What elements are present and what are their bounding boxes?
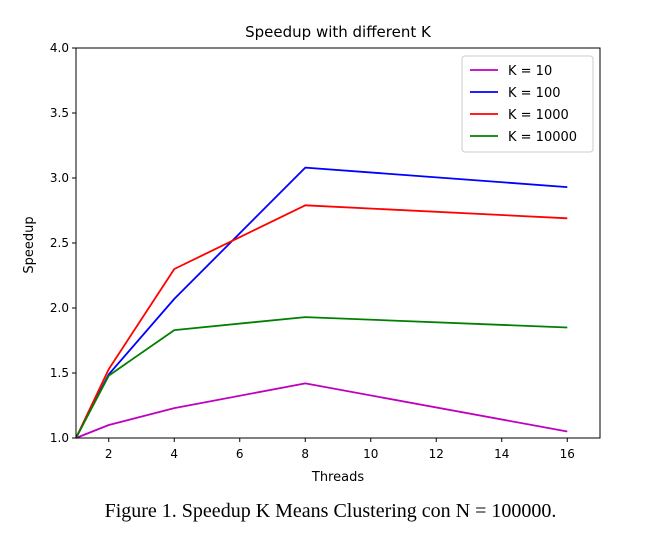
- x-tick-label: 16: [560, 447, 575, 461]
- legend-item-2: K = 1000: [470, 108, 569, 123]
- y-tick-label: 1.0: [50, 431, 69, 445]
- x-tick-2: 6: [236, 438, 244, 461]
- x-tick-5: 12: [429, 438, 444, 461]
- x-tick-0: 2: [105, 438, 113, 461]
- x-tick-label: 2: [105, 447, 113, 461]
- x-tick-label: 6: [236, 447, 244, 461]
- y-tick-6: 4.0: [50, 41, 76, 55]
- legend-label: K = 10000: [508, 130, 577, 145]
- legend-item-0: K = 10: [470, 64, 552, 79]
- series-line-1: [75, 166, 568, 439]
- chart-legend: K = 10 K = 100 K = 1000 K = 10000: [461, 55, 594, 153]
- x-tick-4: 10: [363, 438, 378, 461]
- legend-label: K = 10: [508, 64, 552, 79]
- x-tick-6: 14: [494, 438, 509, 461]
- figure-caption: Figure 1. Speedup K Means Clustering con…: [104, 500, 557, 522]
- y-tick-label: 2.5: [50, 236, 69, 250]
- y-tick-label: 2.0: [50, 301, 69, 315]
- legend-item-3: K = 10000: [470, 130, 577, 145]
- series-line-2: [75, 204, 568, 439]
- x-tick-1: 4: [170, 438, 178, 461]
- y-tick-1: 1.5: [50, 366, 76, 380]
- y-tick-label: 4.0: [50, 41, 69, 55]
- x-tick-3: 8: [301, 438, 309, 461]
- series-line-3: [75, 316, 568, 439]
- y-tick-5: 3.5: [50, 106, 76, 120]
- y-axis-label: Speedup: [22, 216, 37, 273]
- x-tick-label: 10: [363, 447, 378, 461]
- y-tick-4: 3.0: [50, 171, 76, 185]
- y-tick-label: 3.0: [50, 171, 69, 185]
- plot-area: 2 4 6 8 10 12 14 16 1.0 1.5 2.0 2.5 3.0 3.5 4.0: [50, 41, 601, 461]
- x-tick-label: 12: [429, 447, 444, 461]
- x-tick-label: 4: [170, 447, 178, 461]
- series-line-0: [75, 382, 568, 439]
- y-tick-0: 1.0: [50, 431, 76, 445]
- y-tick-2: 2.0: [50, 301, 76, 315]
- legend-item-1: K = 100: [470, 86, 561, 101]
- legend-box: [461, 55, 594, 153]
- y-tick-label: 3.5: [50, 106, 69, 120]
- x-tick-label: 8: [301, 447, 309, 461]
- chart-title: Speedup with different K: [245, 23, 432, 41]
- y-tick-label: 1.5: [50, 366, 69, 380]
- x-tick-7: 16: [560, 438, 575, 461]
- x-tick-label: 14: [494, 447, 509, 461]
- speedup-chart: Speedup with different K 2 4 6 8 10 12 14 16 1.0…: [22, 23, 601, 485]
- legend-label: K = 1000: [508, 108, 569, 123]
- legend-label: K = 100: [508, 86, 561, 101]
- y-tick-3: 2.5: [50, 236, 76, 250]
- x-axis-label: Threads: [311, 470, 364, 485]
